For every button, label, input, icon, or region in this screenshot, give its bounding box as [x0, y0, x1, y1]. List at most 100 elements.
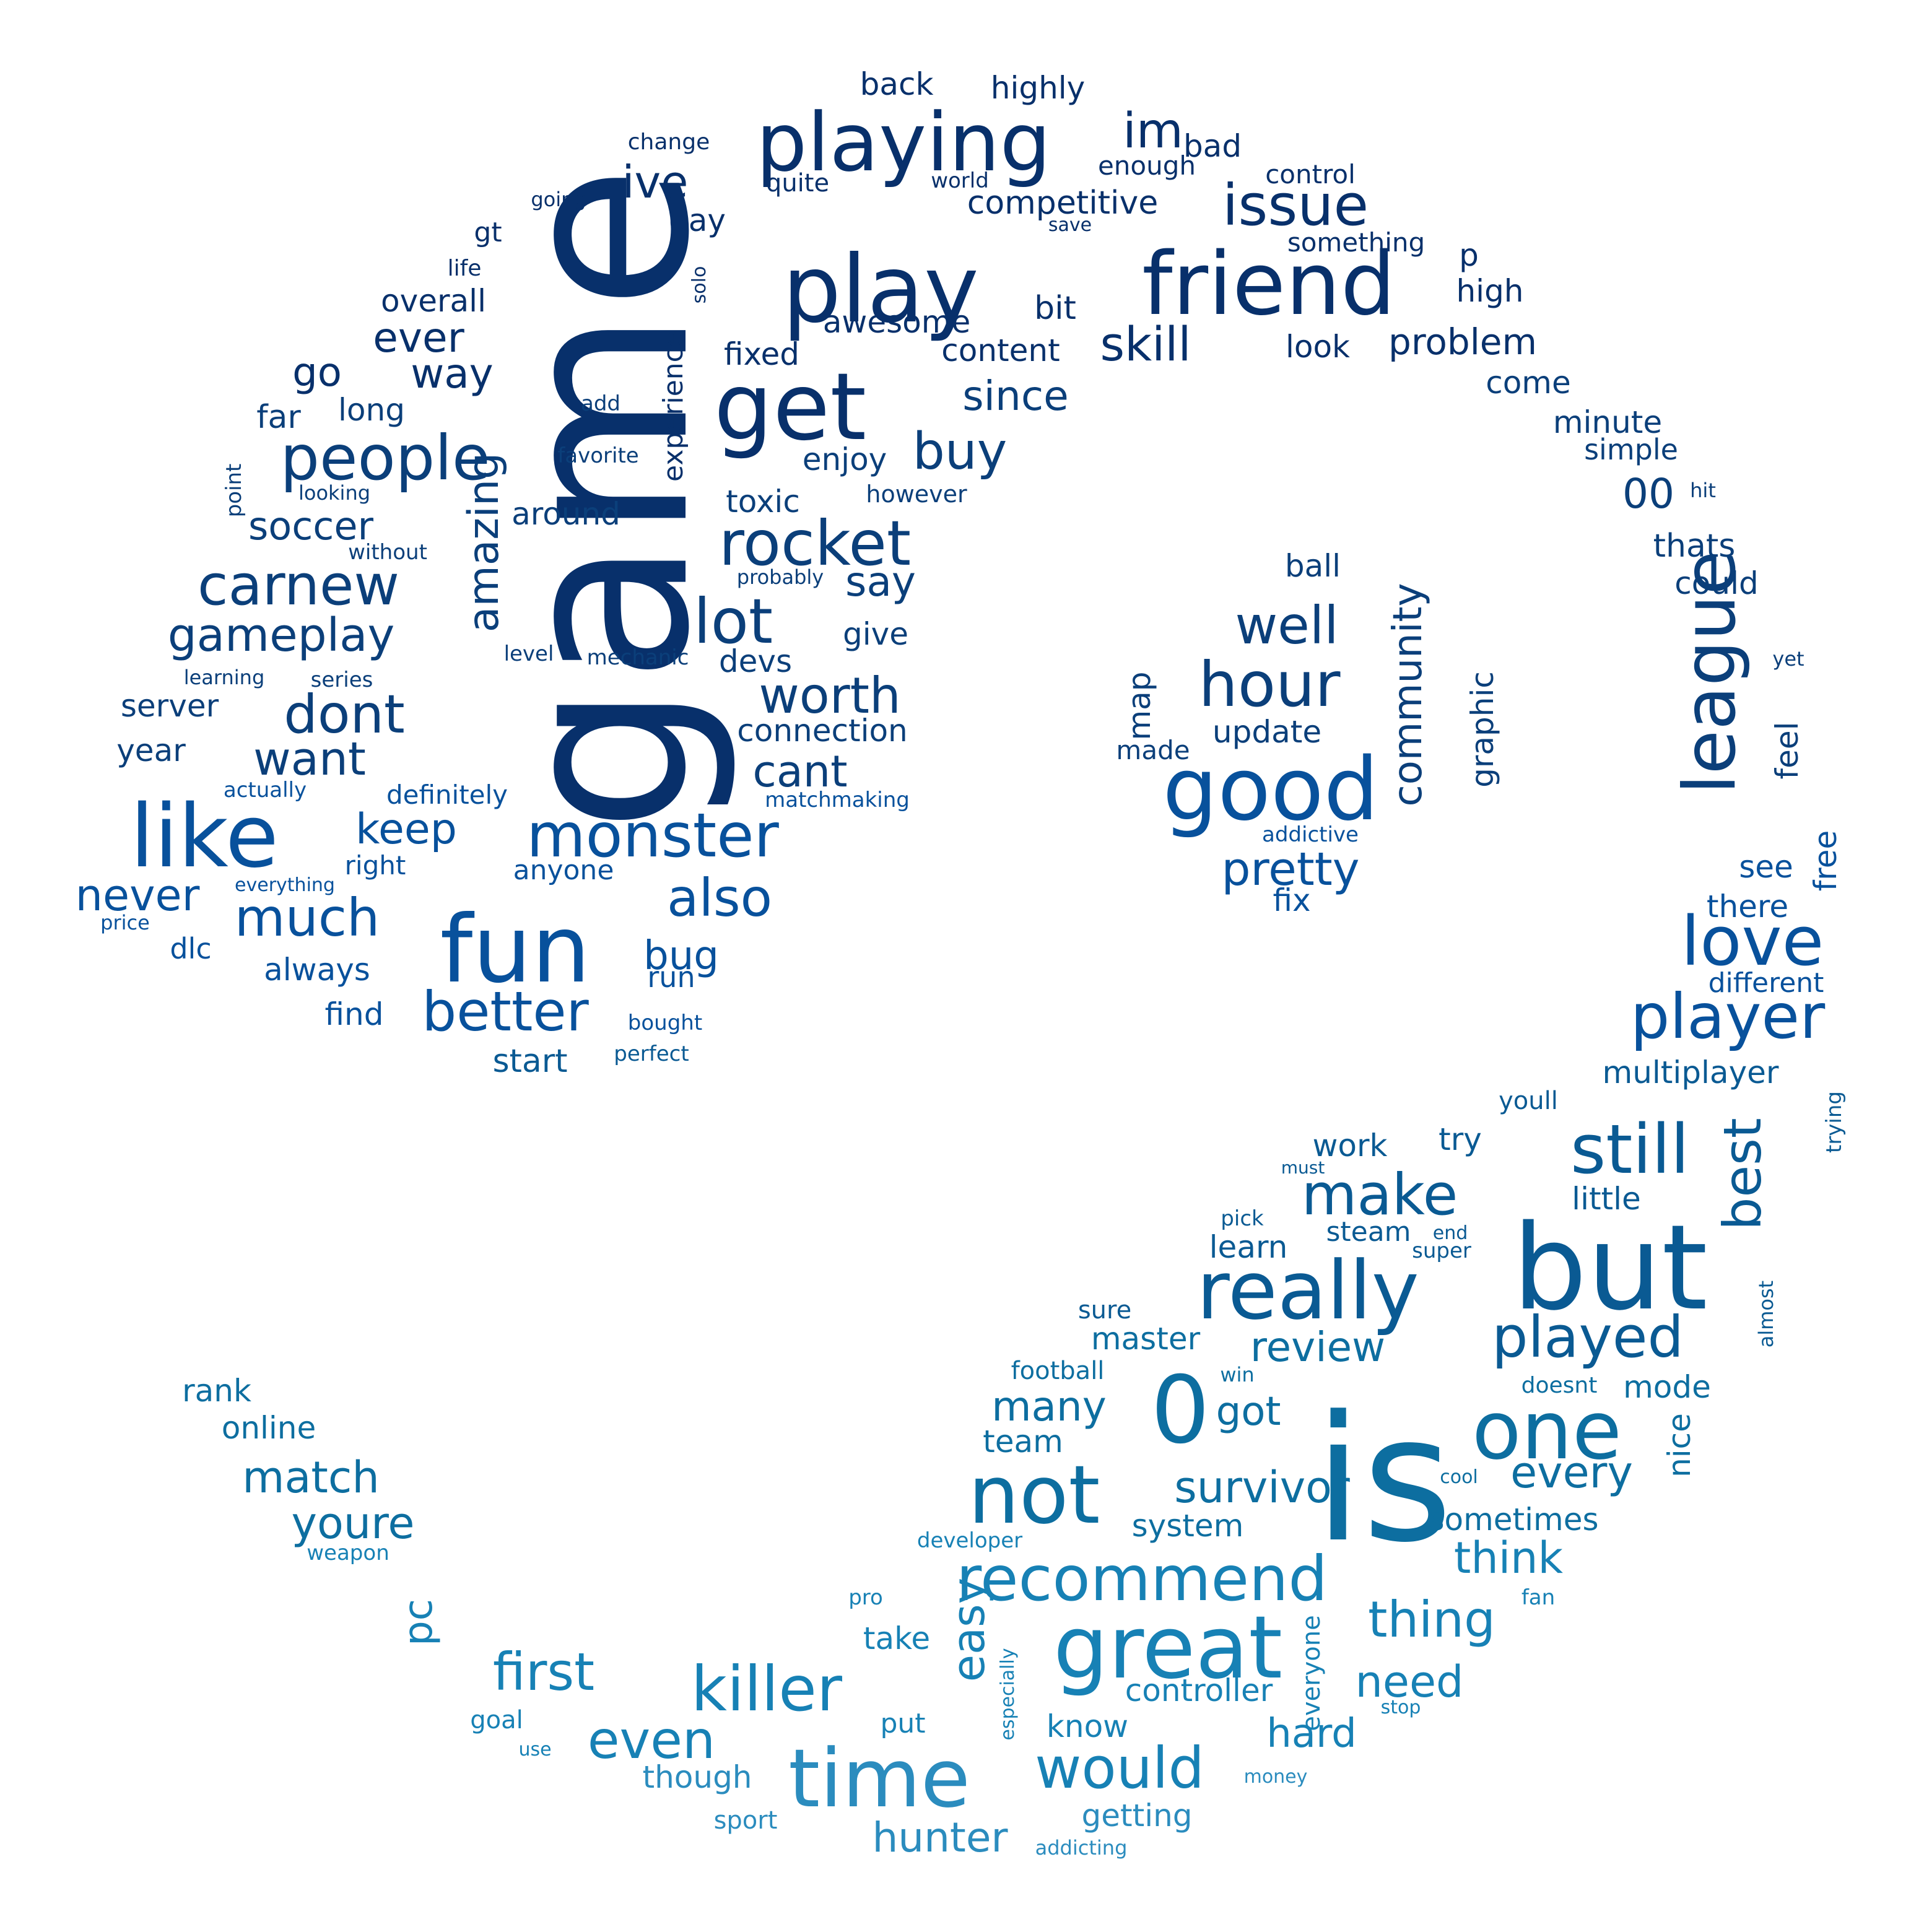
cloud-word-want: want [253, 733, 366, 786]
cloud-word-rocket: rocket [718, 507, 912, 580]
cloud-word-good: good [1162, 739, 1379, 840]
cloud-word-hit: hit [1690, 479, 1716, 502]
cloud-word-pretty: pretty [1221, 843, 1360, 896]
cloud-word-even: even [587, 1710, 716, 1770]
cloud-word-sometimes: sometimes [1428, 1502, 1599, 1538]
cloud-word-time: time [788, 1731, 970, 1825]
cloud-word-world: world [931, 168, 989, 193]
cloud-word-super: super [1412, 1238, 1471, 1263]
cloud-word-feel: feel [1769, 721, 1805, 780]
cloud-word-anyone: anyone [513, 855, 614, 886]
cloud-word-carnew: carnew [197, 553, 400, 618]
cloud-word-football: football [1011, 1357, 1105, 1385]
cloud-word-actually: actually [223, 778, 307, 803]
cloud-word-skill: skill [1100, 316, 1191, 372]
cloud-word-worth: worth [759, 667, 901, 724]
cloud-word-long: long [338, 392, 405, 428]
cloud-word-see: see [1739, 849, 1793, 885]
cloud-word-thats: thats [1653, 528, 1736, 565]
cloud-word-many: many [991, 1383, 1107, 1430]
cloud-word-free: free [1808, 830, 1844, 892]
cloud-word-there: there [1706, 889, 1789, 925]
cloud-word-come: come [1486, 365, 1571, 401]
cloud-word-quite: quite [765, 169, 830, 198]
cloud-word-bad: bad [1183, 128, 1242, 164]
cloud-word-would: would [1035, 1735, 1204, 1801]
cloud-word-nice: nice [1661, 1413, 1697, 1477]
cloud-word-experience: experience [658, 331, 689, 482]
cloud-word-matchmaking: matchmaking [765, 788, 910, 812]
cloud-word-cool: cool [1440, 1466, 1478, 1488]
cloud-word-since: since [962, 372, 1069, 420]
cloud-word-devs: devs [718, 643, 793, 679]
cloud-word-played: played [1492, 1304, 1684, 1370]
cloud-word-map: map [1121, 671, 1157, 741]
cloud-word-however: however [866, 481, 967, 508]
cloud-word-overall: overall [381, 283, 486, 319]
cloud-word-much: much [234, 887, 380, 948]
cloud-word-hunter: hunter [872, 1814, 1008, 1861]
cloud-word-addicting: addicting [1035, 1836, 1128, 1860]
cloud-word-buy: buy [912, 422, 1008, 481]
cloud-word-especially: especially [997, 1648, 1019, 1741]
cloud-word-gt: gt [474, 217, 502, 248]
cloud-word-match: match [242, 1452, 380, 1503]
cloud-word-youre: youre [291, 1498, 415, 1549]
cloud-word-going: going [531, 188, 586, 211]
cloud-word-issue: issue [1222, 172, 1369, 238]
cloud-word-life: life [447, 256, 482, 281]
cloud-word-probably: probably [736, 565, 824, 589]
cloud-word-price: price [100, 911, 150, 934]
cloud-word-favorite: favorite [557, 443, 639, 468]
cloud-word-way: way [411, 350, 494, 398]
cloud-word-could: could [1674, 565, 1759, 601]
cloud-word-simple: simple [1584, 433, 1678, 466]
cloud-word-day: day [669, 202, 726, 238]
cloud-word-everything: everything [235, 874, 335, 896]
cloud-word-learning: learning [183, 666, 265, 689]
cloud-word-content: content [941, 333, 1060, 368]
cloud-word-p: p [1459, 237, 1479, 273]
cloud-word-bit: bit [1034, 290, 1076, 327]
cloud-word-connection: connection [737, 713, 908, 749]
cloud-word-fixed: fixed [723, 336, 800, 372]
cloud-word-sure: sure [1077, 1296, 1132, 1325]
cloud-word-still: still [1570, 1110, 1690, 1189]
cloud-word-always: always [264, 952, 370, 988]
cloud-word-every: every [1510, 1447, 1633, 1498]
cloud-word-never: never [75, 870, 200, 921]
cloud-word-master: master [1090, 1321, 1201, 1357]
cloud-word-people: people [280, 422, 490, 494]
cloud-word-need: need [1355, 1656, 1464, 1707]
cloud-word-solo: solo [689, 266, 710, 304]
cloud-word-doesnt: doesnt [1521, 1373, 1598, 1398]
cloud-word-monster: monster [526, 801, 779, 871]
cloud-word-soccer: soccer [248, 503, 374, 549]
cloud-word-keep: keep [355, 805, 457, 854]
cloud-word-know: know [1046, 1708, 1129, 1744]
cloud-word-amazing: amazing [459, 452, 508, 633]
cloud-word-fun: fun [440, 896, 591, 1004]
cloud-word-find: find [324, 996, 384, 1032]
cloud-word-little: little [1572, 1181, 1641, 1217]
cloud-word-learn: learn [1209, 1229, 1288, 1265]
cloud-word-control: control [1265, 159, 1356, 189]
cloud-word-bought: bought [627, 1011, 703, 1035]
cloud-word-something: something [1287, 227, 1426, 258]
cloud-word-back: back [860, 66, 934, 102]
cloud-word-not: not [968, 1448, 1100, 1542]
cloud-word-survivor: survivor [1174, 1462, 1350, 1513]
cloud-word-getting: getting [1081, 1798, 1193, 1834]
cloud-word-killer: killer [691, 1653, 842, 1725]
cloud-word-stop: stop [1380, 1697, 1421, 1718]
cloud-word-must: must [1281, 1157, 1325, 1178]
cloud-word-give: give [843, 616, 908, 652]
cloud-word-try: try [1439, 1121, 1482, 1157]
cloud-word-run: run [647, 960, 695, 994]
cloud-word-say: say [845, 558, 916, 606]
cloud-word-save: save [1048, 214, 1092, 236]
cloud-word-pc: pc [396, 1599, 442, 1646]
cloud-word-right: right [344, 850, 406, 881]
cloud-word-developer: developer [916, 1528, 1023, 1553]
